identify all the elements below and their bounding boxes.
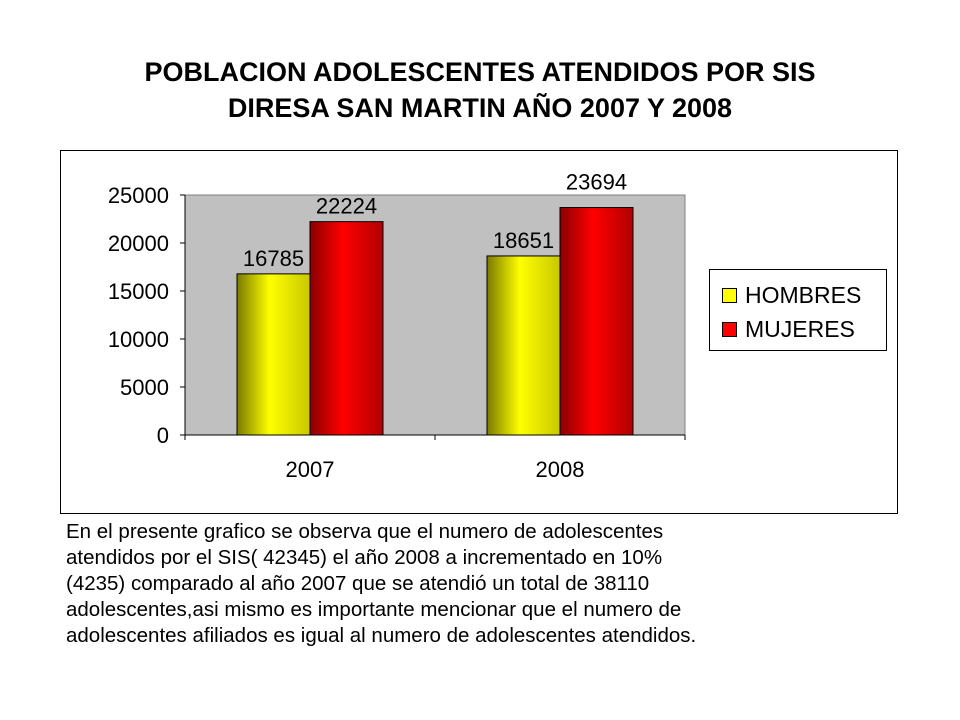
chart-area: 0 5000 10000 15000 20000 25000 16785 22224 2007 1… (60, 150, 898, 514)
y-tick-label: 5000 (120, 375, 169, 400)
data-label: 16785 (243, 246, 304, 271)
bar-mujeres-2007 (309, 221, 384, 436)
y-tick-label: 20000 (108, 231, 169, 256)
y-tick-label: 10000 (108, 327, 169, 352)
legend-label-mujeres: MUJERES (745, 315, 855, 342)
description-line: En el presente grafico se observa que el… (66, 520, 664, 543)
description-line: (4235) comparado al año 2007 que se aten… (66, 572, 650, 595)
legend-swatch-mujeres (722, 321, 737, 337)
bar-mujeres-2008 (559, 207, 634, 436)
bar-hombres-2007 (236, 273, 311, 436)
page-title: POBLACION ADOLESCENTES ATENDIDOS POR SIS… (40, 54, 920, 126)
legend-label-hombres: HOMBRES (745, 281, 862, 308)
y-tick-label: 0 (157, 423, 169, 448)
title-line-2: DIRESA SAN MARTIN AÑO 2007 Y 2008 (227, 93, 733, 123)
description-text: En el presente grafico se observa que el… (66, 519, 926, 649)
data-label: 18651 (493, 228, 554, 253)
legend-item-mujeres: MUJERES (722, 314, 855, 344)
x-tick-label: 2008 (536, 457, 585, 482)
bar-hombres-2008 (486, 255, 561, 436)
legend-swatch-hombres (722, 287, 737, 303)
description-line: adolescentes,asi mismo es importante men… (66, 598, 682, 621)
chart-legend: HOMBRES MUJERES (709, 269, 887, 351)
description-line: adolescentes afiliados es igual al numer… (66, 624, 697, 647)
legend-item-hombres: HOMBRES (722, 280, 861, 310)
bar-chart: 0 5000 10000 15000 20000 25000 16785 22224 2007 1… (108, 170, 686, 482)
y-tick-label: 25000 (108, 183, 169, 208)
description-line: atendidos por el SIS( 42345) el año 2008… (66, 546, 663, 569)
data-label: 22224 (316, 194, 377, 219)
x-tick-label: 2007 (286, 457, 335, 482)
y-tick-label: 15000 (108, 279, 169, 304)
title-line-1: POBLACION ADOLESCENTES ATENDIDOS POR SIS (144, 57, 816, 87)
data-label: 23694 (566, 170, 627, 195)
